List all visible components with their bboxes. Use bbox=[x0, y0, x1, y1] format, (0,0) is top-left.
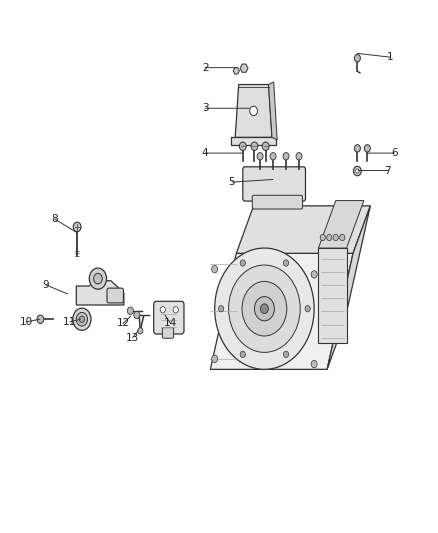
Polygon shape bbox=[76, 281, 124, 305]
Circle shape bbox=[339, 235, 345, 241]
Circle shape bbox=[250, 106, 258, 116]
Polygon shape bbox=[236, 206, 371, 253]
Text: 13: 13 bbox=[126, 333, 139, 343]
Polygon shape bbox=[240, 64, 248, 72]
Circle shape bbox=[311, 360, 317, 368]
Circle shape bbox=[296, 152, 302, 160]
Text: 1: 1 bbox=[386, 52, 393, 62]
Polygon shape bbox=[318, 200, 364, 248]
Circle shape bbox=[283, 152, 289, 160]
FancyBboxPatch shape bbox=[162, 328, 173, 338]
Circle shape bbox=[134, 311, 140, 319]
Text: 3: 3 bbox=[202, 103, 208, 114]
Circle shape bbox=[215, 248, 314, 369]
Circle shape bbox=[229, 265, 300, 352]
FancyBboxPatch shape bbox=[252, 195, 303, 209]
Circle shape bbox=[76, 312, 88, 326]
Circle shape bbox=[333, 235, 338, 241]
Circle shape bbox=[311, 271, 317, 278]
Text: 5: 5 bbox=[229, 177, 235, 187]
Text: 14: 14 bbox=[164, 318, 177, 328]
Circle shape bbox=[356, 169, 359, 173]
Polygon shape bbox=[231, 138, 276, 145]
Circle shape bbox=[89, 268, 106, 289]
Circle shape bbox=[73, 222, 81, 232]
Circle shape bbox=[254, 296, 274, 321]
Circle shape bbox=[242, 281, 287, 336]
FancyBboxPatch shape bbox=[318, 248, 346, 343]
Text: 2: 2 bbox=[202, 63, 208, 72]
Text: 10: 10 bbox=[20, 317, 33, 327]
Text: 12: 12 bbox=[117, 318, 130, 328]
Circle shape bbox=[94, 273, 102, 284]
Polygon shape bbox=[235, 85, 272, 138]
Circle shape bbox=[73, 308, 91, 330]
Circle shape bbox=[240, 351, 245, 358]
Circle shape bbox=[283, 351, 289, 358]
Circle shape bbox=[353, 166, 361, 176]
Polygon shape bbox=[327, 206, 371, 369]
Circle shape bbox=[283, 260, 289, 266]
FancyBboxPatch shape bbox=[154, 301, 184, 334]
Circle shape bbox=[79, 316, 85, 322]
Circle shape bbox=[305, 305, 310, 312]
Circle shape bbox=[173, 306, 178, 313]
Circle shape bbox=[364, 144, 371, 152]
Circle shape bbox=[354, 144, 360, 152]
Circle shape bbox=[262, 142, 269, 150]
Circle shape bbox=[239, 142, 246, 150]
Polygon shape bbox=[233, 68, 239, 74]
Polygon shape bbox=[210, 253, 353, 369]
Circle shape bbox=[219, 305, 224, 312]
Text: 8: 8 bbox=[51, 214, 58, 224]
Circle shape bbox=[37, 315, 44, 324]
Circle shape bbox=[257, 152, 263, 160]
Circle shape bbox=[354, 54, 360, 62]
Circle shape bbox=[270, 152, 276, 160]
FancyBboxPatch shape bbox=[243, 167, 305, 201]
Circle shape bbox=[251, 142, 258, 150]
Text: 9: 9 bbox=[43, 280, 49, 290]
Circle shape bbox=[240, 260, 245, 266]
Circle shape bbox=[138, 328, 143, 334]
Text: 4: 4 bbox=[202, 148, 208, 158]
Polygon shape bbox=[268, 82, 277, 140]
Circle shape bbox=[212, 355, 218, 362]
Circle shape bbox=[261, 304, 268, 313]
Text: 6: 6 bbox=[391, 148, 397, 158]
FancyBboxPatch shape bbox=[107, 288, 124, 303]
Circle shape bbox=[212, 265, 218, 273]
Circle shape bbox=[320, 235, 325, 241]
Text: 11: 11 bbox=[63, 317, 77, 327]
Circle shape bbox=[127, 307, 134, 314]
Circle shape bbox=[160, 306, 166, 313]
Text: 7: 7 bbox=[384, 166, 391, 175]
Circle shape bbox=[327, 235, 332, 241]
